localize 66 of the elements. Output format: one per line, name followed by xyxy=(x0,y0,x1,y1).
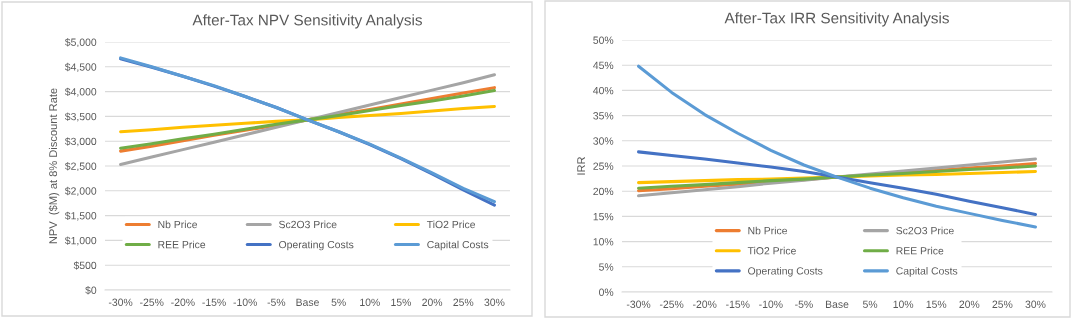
y-tick-label: 30% xyxy=(593,137,614,145)
x-tick-label: Base xyxy=(296,298,319,306)
x-tick-label: -10% xyxy=(759,300,783,308)
y-tick-label: 0% xyxy=(599,288,614,296)
y-tick-label: 25% xyxy=(593,162,614,170)
y-tick-label: $2,000 xyxy=(64,186,97,196)
x-tick-label: -15% xyxy=(726,300,750,308)
legend-label: Sc2O3 Price xyxy=(896,226,954,235)
x-tick-label: -15% xyxy=(202,298,226,306)
y-tick-label: $3,500 xyxy=(64,112,97,122)
y-tick-label: 10% xyxy=(593,238,614,246)
y-tick-label: $0 xyxy=(85,286,97,295)
legend-label: TiO2 Price xyxy=(426,220,476,229)
y-axis-title: IRR xyxy=(577,156,585,175)
chart-title: After-Tax IRR Sensitivity Analysis xyxy=(724,12,949,27)
legend-label: Operating Costs xyxy=(748,266,823,277)
legend-label: Capital Costs xyxy=(896,266,958,277)
x-tick-label: Base xyxy=(825,300,849,308)
y-tick-label: 5% xyxy=(599,263,614,271)
legend-label: Nb Price xyxy=(158,220,198,229)
line-series xyxy=(119,73,496,167)
y-tick-label: $1,500 xyxy=(64,211,97,221)
x-tick-label: 30% xyxy=(484,298,505,306)
legend-label: Capital Costs xyxy=(427,240,489,251)
x-tick-label: -10% xyxy=(233,298,257,306)
x-tick-label: -25% xyxy=(659,300,684,308)
legend-label: REE Price xyxy=(158,240,206,249)
chart-title: After-Tax NPV Sensitivity Analysis xyxy=(192,14,422,29)
x-tick-label: -5% xyxy=(267,298,286,306)
legend-label: Nb Price xyxy=(748,226,788,235)
y-tick-label: $4,500 xyxy=(64,62,97,72)
line-series xyxy=(637,150,1037,216)
x-tick-label: -20% xyxy=(693,300,717,308)
y-tick-label: 15% xyxy=(593,212,614,221)
y-tick-label: 40% xyxy=(593,86,614,95)
x-tick-label: -30% xyxy=(626,300,651,308)
x-tick-label: -5% xyxy=(795,300,813,308)
x-tick-label: 15% xyxy=(391,298,412,306)
x-tick-label: 20% xyxy=(959,300,980,308)
y-tick-label: $4,000 xyxy=(64,87,97,97)
x-tick-label: 10% xyxy=(893,300,914,308)
y-tick-label: 45% xyxy=(593,61,614,70)
legend-label: TiO2 Price xyxy=(747,246,796,255)
y-tick-label: 50% xyxy=(593,36,614,44)
legend-label: REE Price xyxy=(896,246,944,255)
x-tick-label: 20% xyxy=(422,298,443,306)
y-axis-title: NPV ($M) at 8% Discount Rate xyxy=(48,88,60,244)
x-tick-label: -25% xyxy=(140,298,164,306)
x-tick-label: 30% xyxy=(1025,300,1046,308)
x-tick-label: -30% xyxy=(108,298,133,306)
y-tick-label: $2,500 xyxy=(64,162,97,172)
x-tick-label: 5% xyxy=(331,298,346,306)
x-tick-label: 15% xyxy=(926,300,947,308)
legend-label: Operating Costs xyxy=(279,240,354,251)
y-tick-label: 20% xyxy=(593,187,614,196)
x-tick-label: 10% xyxy=(360,298,380,306)
y-tick-label: $3,000 xyxy=(64,137,97,147)
y-tick-label: $500 xyxy=(73,261,97,270)
x-tick-label: 5% xyxy=(862,300,878,308)
x-tick-label: 25% xyxy=(992,300,1013,308)
y-tick-label: $1,000 xyxy=(64,236,97,246)
x-tick-label: 25% xyxy=(453,298,474,306)
y-tick-label: 35% xyxy=(593,112,614,120)
x-tick-label: -20% xyxy=(171,298,195,306)
legend-label: Sc2O3 Price xyxy=(279,220,337,229)
y-tick-label: $5,000 xyxy=(64,38,97,48)
